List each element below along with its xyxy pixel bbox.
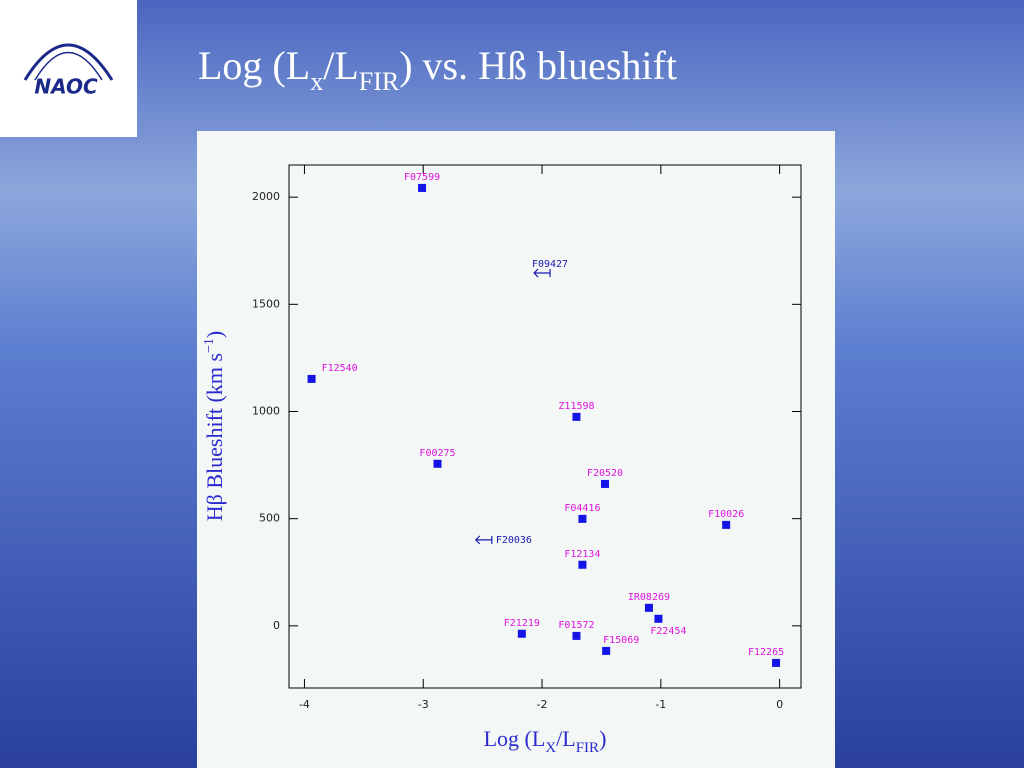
logo-arc xyxy=(34,51,103,81)
x-axis-label: Log (LX/LFIR) xyxy=(484,726,607,756)
data-point xyxy=(578,514,587,523)
label-part: Log (L xyxy=(198,43,310,88)
logo-arc xyxy=(23,43,114,81)
y-tick-label: 2000 xyxy=(252,190,280,203)
data-point xyxy=(517,629,526,638)
x-tick-label: 0 xyxy=(776,698,783,711)
point-label: F22454 xyxy=(650,626,686,637)
point-label: F12134 xyxy=(564,549,600,560)
point-label: F09427 xyxy=(532,259,568,270)
point-label: F12265 xyxy=(748,647,784,658)
y-tick-label: 500 xyxy=(259,512,280,525)
point-label: Z11598 xyxy=(558,401,594,412)
plot-frame xyxy=(288,164,802,689)
y-tick-label: 0 xyxy=(273,619,280,632)
data-point xyxy=(722,520,731,529)
y-tick-label: 1000 xyxy=(252,404,280,417)
point-label: F10026 xyxy=(708,509,744,520)
data-point xyxy=(418,183,427,192)
label-part: ) vs. Hß blueshift xyxy=(399,43,677,88)
label-part: Hβ Blueshift (km s xyxy=(202,353,227,521)
data-point xyxy=(433,459,442,468)
label-part: FIR xyxy=(576,740,599,756)
label-part: Log (L xyxy=(484,726,546,751)
data-point xyxy=(644,603,653,612)
data-point xyxy=(600,479,609,488)
x-tick-label: -3 xyxy=(418,698,429,711)
chart-title: Log (Lx/LFIR) vs. Hß blueshift xyxy=(198,43,677,96)
data-point xyxy=(572,412,581,421)
point-label: F07599 xyxy=(404,172,440,183)
data-point xyxy=(602,646,611,655)
data-point xyxy=(572,631,581,640)
upper-limit xyxy=(474,535,493,545)
x-tick-label: -4 xyxy=(299,698,310,711)
label-part: /L xyxy=(556,726,576,751)
y-tick-label: 1500 xyxy=(252,297,280,310)
data-point xyxy=(654,614,663,623)
limit-arrow xyxy=(474,535,493,545)
y-axis-label: Hβ Blueshift (km s−1) xyxy=(202,331,227,521)
data-point xyxy=(578,560,587,569)
logo-text: NAOC xyxy=(34,75,98,99)
label-part: ) xyxy=(599,726,606,751)
point-label: F15069 xyxy=(603,635,639,646)
point-label: IR08269 xyxy=(628,592,670,603)
point-label: F12540 xyxy=(322,363,358,374)
label-part: −1 xyxy=(202,338,217,353)
label-part: /L xyxy=(323,43,359,88)
point-label: F21219 xyxy=(504,618,540,629)
data-point xyxy=(307,374,316,383)
point-label: F01572 xyxy=(558,620,594,631)
label-part: ) xyxy=(202,331,227,338)
point-label: F04416 xyxy=(564,503,600,514)
x-tick-label: -1 xyxy=(655,698,666,711)
label-part: x xyxy=(310,67,323,96)
point-label: F20036 xyxy=(496,535,532,546)
x-tick-label: -2 xyxy=(537,698,548,711)
chart-panel xyxy=(197,131,835,768)
label-part: FIR xyxy=(359,67,400,96)
logo-box xyxy=(0,0,137,137)
point-label: F00275 xyxy=(419,448,455,459)
data-point xyxy=(772,658,781,667)
label-part: X xyxy=(545,740,556,756)
upper-limit xyxy=(533,268,551,278)
limit-arrow xyxy=(533,268,551,278)
point-label: F20520 xyxy=(587,468,623,479)
